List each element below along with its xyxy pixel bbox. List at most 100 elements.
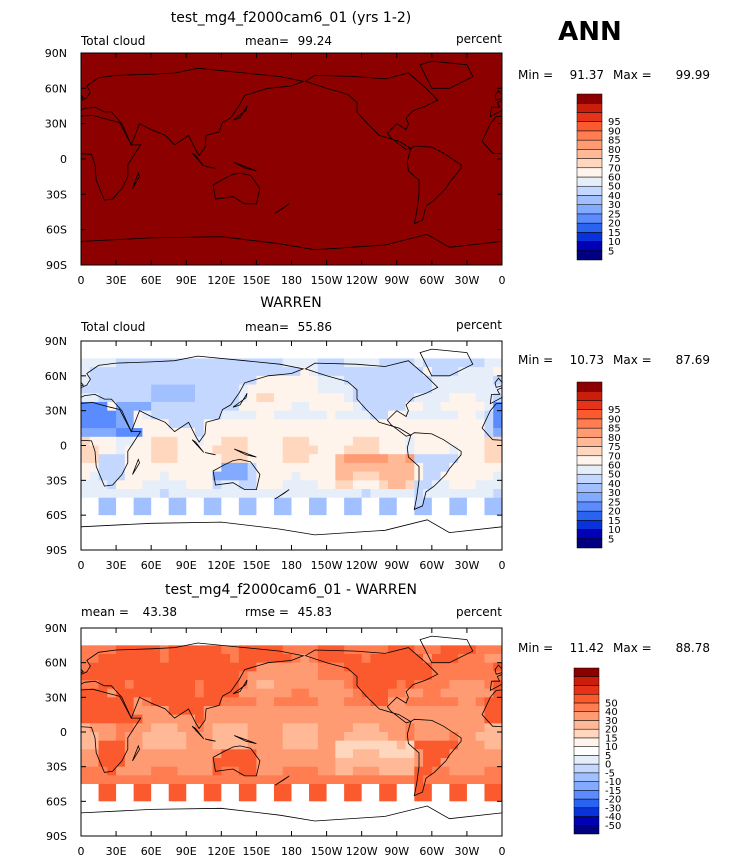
- field-cell: [116, 740, 126, 750]
- field-cell: [449, 818, 459, 828]
- field-cell: [370, 541, 380, 550]
- field-cell: [379, 462, 389, 473]
- field-cell: [151, 532, 161, 542]
- field-cell: [379, 758, 389, 768]
- field-cell: [282, 818, 293, 828]
- field-cell: [116, 532, 126, 542]
- field-cell: [458, 706, 468, 716]
- field-cell: [335, 480, 345, 490]
- field-cell: [396, 349, 407, 360]
- field-cell: [326, 454, 336, 464]
- field-cell: [326, 445, 336, 455]
- field-cell: [247, 428, 258, 438]
- field-cell: [282, 384, 293, 394]
- field-cell: [212, 358, 222, 368]
- field-cell: [431, 714, 442, 724]
- field-cell: [414, 766, 424, 776]
- field-cell: [89, 523, 100, 534]
- field-cell: [475, 506, 486, 516]
- field-cell: [309, 384, 319, 394]
- field-cell: [291, 688, 301, 698]
- field-cell: [81, 445, 91, 455]
- field-cell: [282, 445, 293, 455]
- field-cell: [396, 654, 407, 664]
- field-cell: [466, 732, 477, 742]
- field-cell: [282, 523, 293, 534]
- field-cell: [230, 349, 240, 360]
- field-cell: [475, 523, 486, 534]
- colorbar-swatch: [576, 409, 603, 420]
- field-cell: [247, 766, 258, 776]
- lon-tick-label: 90W: [384, 559, 409, 572]
- field-cell: [344, 645, 354, 655]
- field-cell: [203, 393, 214, 403]
- colorbar-label: 50: [608, 470, 621, 481]
- field-cell: [335, 758, 345, 768]
- field-cell: [247, 792, 258, 802]
- colorbar-swatch: [576, 195, 603, 205]
- field-cell: [230, 506, 240, 516]
- field-cell: [168, 471, 179, 481]
- field-cell: [493, 740, 502, 750]
- field-cell: [396, 732, 407, 742]
- field-cell: [440, 662, 450, 672]
- field-cell: [168, 532, 179, 542]
- colorbar-swatch: [576, 130, 603, 141]
- field-cell: [291, 723, 301, 733]
- field-cell: [265, 792, 275, 802]
- field-cell: [212, 740, 222, 750]
- field-cell: [466, 775, 477, 785]
- colorbar-label: -15: [605, 786, 621, 797]
- field-cell: [405, 515, 415, 525]
- field-cell: [387, 706, 398, 716]
- field-cell: [168, 740, 179, 750]
- field-cell: [142, 541, 152, 550]
- field-cell: [186, 515, 196, 525]
- field-cell: [116, 454, 126, 464]
- field-cell: [168, 723, 179, 733]
- field-cell: [387, 680, 398, 690]
- field-cell: [124, 740, 135, 750]
- field-cell: [440, 784, 450, 794]
- field-cell: [493, 471, 502, 481]
- field-cell: [107, 749, 117, 759]
- colorbar-swatch: [576, 464, 603, 475]
- field-cell: [186, 358, 196, 368]
- field-cell: [475, 749, 486, 759]
- field-cell: [282, 654, 293, 664]
- field-cell: [484, 766, 494, 776]
- field-cell: [238, 818, 249, 828]
- coastline: [81, 642, 305, 730]
- field-cell: [379, 489, 389, 499]
- field-cell: [300, 818, 310, 828]
- field-cell: [449, 428, 459, 438]
- field-cell: [396, 454, 407, 464]
- field-cell: [440, 480, 450, 490]
- field-cell: [98, 680, 108, 690]
- field-cell: [423, 532, 433, 542]
- field-cell: [98, 349, 108, 360]
- field-cell: [317, 471, 328, 481]
- field-cell: [405, 489, 415, 499]
- field-cell: [177, 723, 187, 733]
- colorbar-label: 10: [608, 237, 621, 248]
- field-cell: [387, 489, 398, 499]
- field-cell: [168, 706, 179, 716]
- colorbar-swatch: [576, 492, 603, 503]
- field-cell: [177, 688, 187, 698]
- field-cell: [247, 818, 258, 828]
- field-cell: [449, 645, 459, 655]
- field-cell: [370, 462, 380, 473]
- coastline: [727, 648, 732, 723]
- field-cell: [282, 532, 293, 542]
- field-cell: [168, 515, 179, 525]
- field-cell: [195, 680, 205, 690]
- field-cell: [98, 723, 108, 733]
- coastline: [212, 458, 261, 490]
- field-cell: [247, 671, 258, 681]
- field-cell: [344, 367, 354, 377]
- colorbar-swatch: [576, 418, 603, 429]
- field-cell: [133, 523, 143, 534]
- field-cell: [282, 688, 293, 698]
- field-cell: [484, 419, 494, 429]
